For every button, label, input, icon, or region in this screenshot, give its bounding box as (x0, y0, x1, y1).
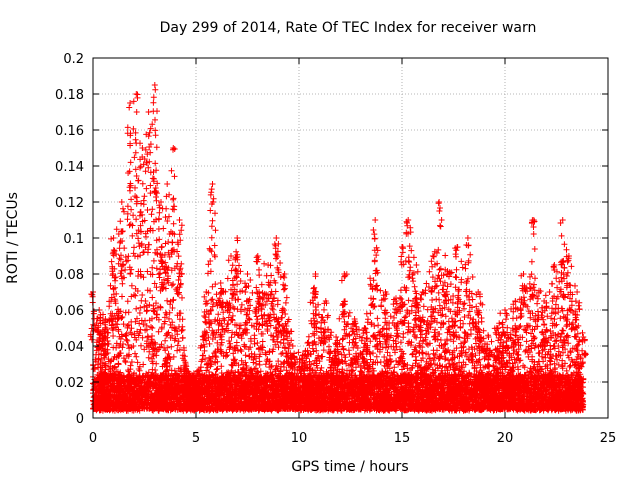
x-tick-label: 15 (394, 431, 411, 446)
y-tick-label: 0.16 (55, 124, 84, 139)
x-tick-label: 25 (600, 431, 617, 446)
y-tick-label: 0.1 (63, 232, 84, 247)
y-tick-label: 0 (76, 412, 84, 427)
roti-point-markers (87, 82, 589, 414)
y-tick-label: 0.14 (55, 160, 84, 175)
y-tick-label: 0.2 (63, 52, 84, 67)
y-tick-label: 0.08 (55, 268, 84, 283)
axis-ticks: 0 0.02 0.04 0.06 0.08 0.1 0.12 0.14 0.16 0.18 0.2 0… (55, 52, 616, 446)
y-tick-label: 0.18 (55, 88, 84, 103)
y-axis-title: ROTI / TECUs (5, 192, 21, 284)
chart-title: Day 299 of 2014, Rate Of TEC Index for r… (160, 20, 537, 36)
x-tick-label: 10 (291, 431, 308, 446)
y-tick-label: 0.02 (55, 376, 84, 391)
x-tick-label: 20 (497, 431, 514, 446)
data-points (87, 82, 589, 414)
x-tick-label: 5 (192, 431, 200, 446)
x-tick-label: 0 (89, 431, 97, 446)
x-axis-title: GPS time / hours (291, 459, 408, 475)
y-tick-label: 0.04 (55, 340, 84, 355)
y-tick-label: 0.06 (55, 304, 84, 319)
y-tick-label: 0.12 (55, 196, 84, 211)
